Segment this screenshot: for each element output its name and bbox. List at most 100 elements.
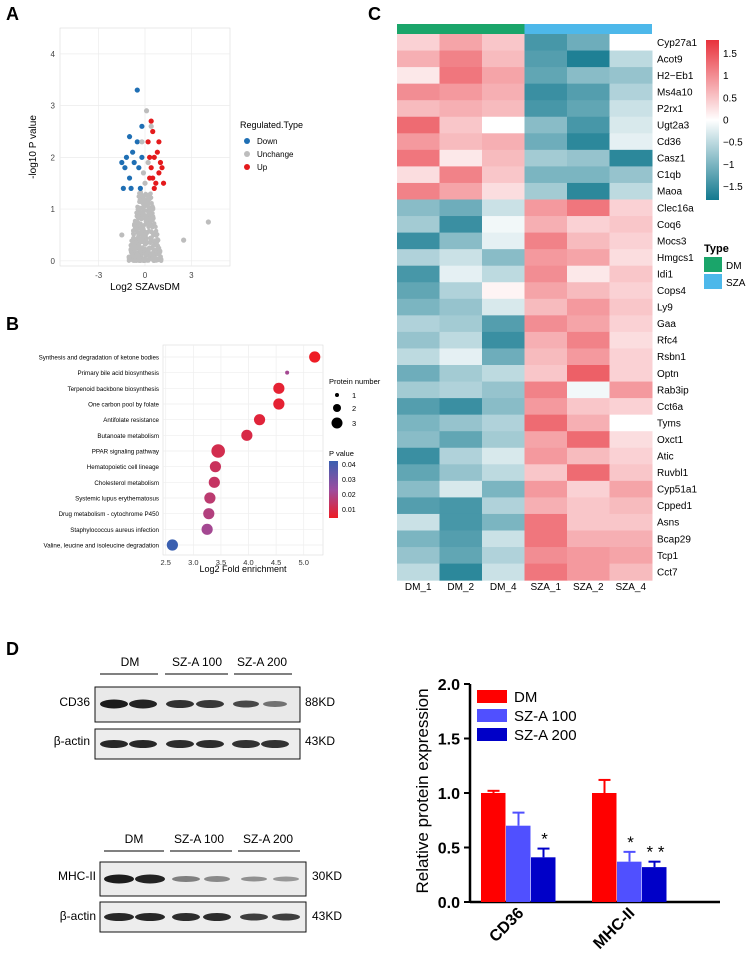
unchange-point bbox=[145, 159, 151, 166]
heatmap-cell bbox=[439, 365, 483, 383]
heatmap-cell bbox=[609, 149, 653, 167]
heatmap-cell bbox=[524, 199, 568, 217]
heatmap-cell bbox=[524, 513, 568, 531]
heatmap-cell bbox=[482, 166, 525, 184]
unchange-point bbox=[126, 256, 132, 261]
heatmap-cell bbox=[567, 563, 610, 581]
unchange-point bbox=[155, 237, 161, 242]
heatmap-cell bbox=[397, 381, 440, 399]
heatmap-row-label: Oxct1 bbox=[657, 435, 684, 446]
cd36-band bbox=[233, 700, 259, 708]
heatmap-cell bbox=[439, 315, 483, 333]
mhc-band bbox=[172, 876, 200, 882]
size-legend-dot-3 bbox=[331, 417, 343, 429]
heatmap-column-label: SZA_1 bbox=[530, 582, 561, 593]
heatmap-cell bbox=[609, 298, 653, 316]
heatmap-cell bbox=[524, 348, 568, 366]
heatmap-cell bbox=[439, 480, 483, 498]
down-point bbox=[134, 87, 140, 93]
heatmap-cell bbox=[397, 530, 440, 548]
heatmap-row-label: Rsbn1 bbox=[657, 352, 686, 363]
heatmap-cell bbox=[609, 315, 653, 333]
unchange-point bbox=[139, 139, 145, 145]
panel-label-b: B bbox=[6, 314, 19, 334]
pathway-label: Primary bile acid biosynthesis bbox=[77, 370, 159, 377]
panel-label-c: C bbox=[368, 4, 381, 24]
blot-upper-group-sza100: SZ-A 100 bbox=[172, 655, 222, 669]
heatmap-cell bbox=[482, 232, 525, 250]
pathway-label: Drug metabolism - cytochrome P450 bbox=[59, 511, 160, 518]
heatmap-cell bbox=[567, 199, 610, 217]
unchange-point bbox=[140, 224, 145, 230]
heatmap-cell bbox=[482, 100, 525, 118]
cd36-band bbox=[166, 700, 194, 708]
p-value-legend: P value 0.04 0.03 0.02 0.01 bbox=[329, 449, 356, 518]
unchange-point bbox=[150, 205, 155, 211]
type-legend-sza-label: SZA bbox=[726, 278, 746, 289]
heatmap-cell bbox=[397, 166, 440, 184]
heatmap-cell bbox=[524, 149, 568, 167]
heatmap-cell bbox=[397, 315, 440, 333]
heatmap-cell bbox=[524, 166, 568, 184]
bubble-x-tick: 5.0 bbox=[298, 558, 308, 567]
colorbar-tick: −0.5 bbox=[723, 138, 743, 149]
heatmap-cell bbox=[439, 547, 483, 565]
heatmap-cell bbox=[397, 398, 440, 416]
unchange-point bbox=[137, 237, 142, 243]
volcano-y-tick: 2 bbox=[51, 153, 56, 162]
bar-chart: 0.0 0.5 1.0 1.5 2.0 * CD36 * * * MHC-II DM SZ-A 1… bbox=[413, 677, 720, 953]
heatmap-cell bbox=[397, 480, 440, 498]
blot-actin-lower-bands bbox=[104, 913, 300, 921]
unchange-point bbox=[134, 251, 140, 257]
unchange-point bbox=[147, 212, 152, 217]
size-legend-dot-2 bbox=[333, 404, 341, 412]
heatmap-cell bbox=[482, 547, 525, 565]
heatmap-cell bbox=[397, 182, 440, 200]
bar-cd36-1 bbox=[506, 825, 531, 902]
legend-swatch-2 bbox=[477, 728, 507, 741]
unchange-point bbox=[135, 244, 141, 249]
unchange-point bbox=[135, 230, 140, 235]
unchange-point bbox=[136, 256, 142, 262]
heatmap-cell bbox=[609, 216, 653, 234]
heatmap-cell bbox=[524, 497, 568, 515]
heatmap-cell bbox=[482, 398, 525, 416]
unchange-point bbox=[154, 233, 159, 238]
heatmap-row-label: Coq6 bbox=[657, 220, 681, 231]
heatmap-cell bbox=[609, 34, 653, 52]
heatmap-cell bbox=[439, 513, 483, 531]
actin-band bbox=[100, 740, 128, 748]
heatmap-cell bbox=[482, 50, 525, 68]
heatmap-cell bbox=[609, 83, 653, 101]
unchange-point bbox=[137, 197, 142, 203]
bar-category-label: CD36 bbox=[486, 905, 527, 946]
heatmap-cell bbox=[609, 447, 653, 465]
p-tick-002: 0.02 bbox=[342, 492, 356, 499]
heatmap-cell bbox=[397, 133, 440, 151]
heatmap-cell bbox=[482, 116, 525, 134]
bar-mhc-ii-2 bbox=[642, 867, 667, 902]
p-tick-001: 0.01 bbox=[342, 507, 356, 514]
heatmap-cell bbox=[482, 149, 525, 167]
heatmap-cell bbox=[439, 530, 483, 548]
heatmap-cell bbox=[397, 298, 440, 316]
down-point bbox=[120, 185, 126, 191]
heatmap-row-label: Mocs3 bbox=[657, 236, 687, 247]
bubble-point bbox=[273, 382, 285, 394]
heatmap-cell bbox=[567, 480, 610, 498]
mhc-band bbox=[104, 874, 134, 884]
bubble-point bbox=[209, 461, 222, 473]
heatmap-cell bbox=[397, 67, 440, 85]
unchange-point bbox=[134, 226, 139, 231]
heatmap-cell bbox=[524, 34, 568, 52]
mhc-band bbox=[135, 874, 165, 884]
unchange-point bbox=[138, 229, 144, 234]
heatmap-cell bbox=[439, 298, 483, 316]
heatmap-cell bbox=[482, 265, 525, 283]
bubble-point bbox=[211, 444, 225, 458]
pathway-label: Terpenoid backbone biosynthesis bbox=[68, 386, 160, 393]
heatmap-cell bbox=[524, 414, 568, 432]
up-point bbox=[153, 180, 159, 186]
heatmap-cell bbox=[397, 232, 440, 250]
